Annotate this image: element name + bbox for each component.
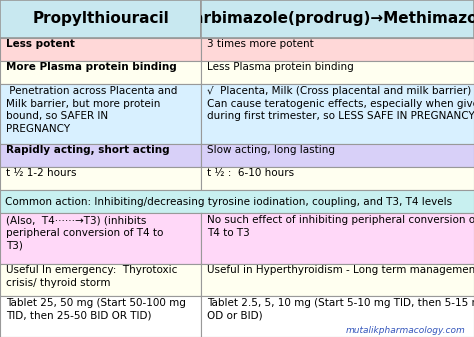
Text: √  Placenta, Milk (Cross placental and milk barrier)
Can cause teratogenic effec: √ Placenta, Milk (Cross placental and mi… [207,86,474,121]
Text: Less Plasma protein binding: Less Plasma protein binding [207,62,354,72]
Text: t ½ 1-2 hours: t ½ 1-2 hours [6,168,76,178]
Text: (Also,  T4······→T3) (inhibits
peripheral conversion of T4 to
T3): (Also, T4······→T3) (inhibits peripheral… [6,215,164,250]
Text: Common action: Inhibiting/decreasing tyrosine iodination, coupling, and T3, T4 l: Common action: Inhibiting/decreasing tyr… [5,197,452,207]
Text: More Plasma protein binding: More Plasma protein binding [6,62,177,72]
Text: Useful In emergency:  Thyrotoxic
crisis/ thyroid storm: Useful In emergency: Thyrotoxic crisis/ … [6,265,177,288]
Text: Propylthiouracil: Propylthiouracil [32,11,169,26]
Text: Tablet 25, 50 mg (Start 50-100 mg
TID, then 25-50 BID OR TID): Tablet 25, 50 mg (Start 50-100 mg TID, t… [6,298,186,320]
Text: Rapidly acting, short acting: Rapidly acting, short acting [6,145,170,155]
Text: Penetration across Placenta and
Milk barrier, but more protein
bound, so SAFER I: Penetration across Placenta and Milk bar… [6,86,177,133]
Text: Carbimazole(prodrug)→Methimazole: Carbimazole(prodrug)→Methimazole [182,11,474,26]
Text: mutalikpharmacology.com: mutalikpharmacology.com [346,326,466,335]
Text: Useful in Hyperthyroidism - Long term management: Useful in Hyperthyroidism - Long term ma… [207,265,474,275]
Text: No such effect of inhibiting peripheral conversion of
T4 to T3: No such effect of inhibiting peripheral … [207,215,474,238]
Text: Less potent: Less potent [6,39,75,49]
Text: Slow acting, long lasting: Slow acting, long lasting [207,145,335,155]
Text: Tablet 2.5, 5, 10 mg (Start 5-10 mg TID, then 5-15 mg
OD or BID): Tablet 2.5, 5, 10 mg (Start 5-10 mg TID,… [207,298,474,320]
Text: 3 times more potent: 3 times more potent [207,39,314,49]
Text: t ½ :  6-10 hours: t ½ : 6-10 hours [207,168,294,178]
